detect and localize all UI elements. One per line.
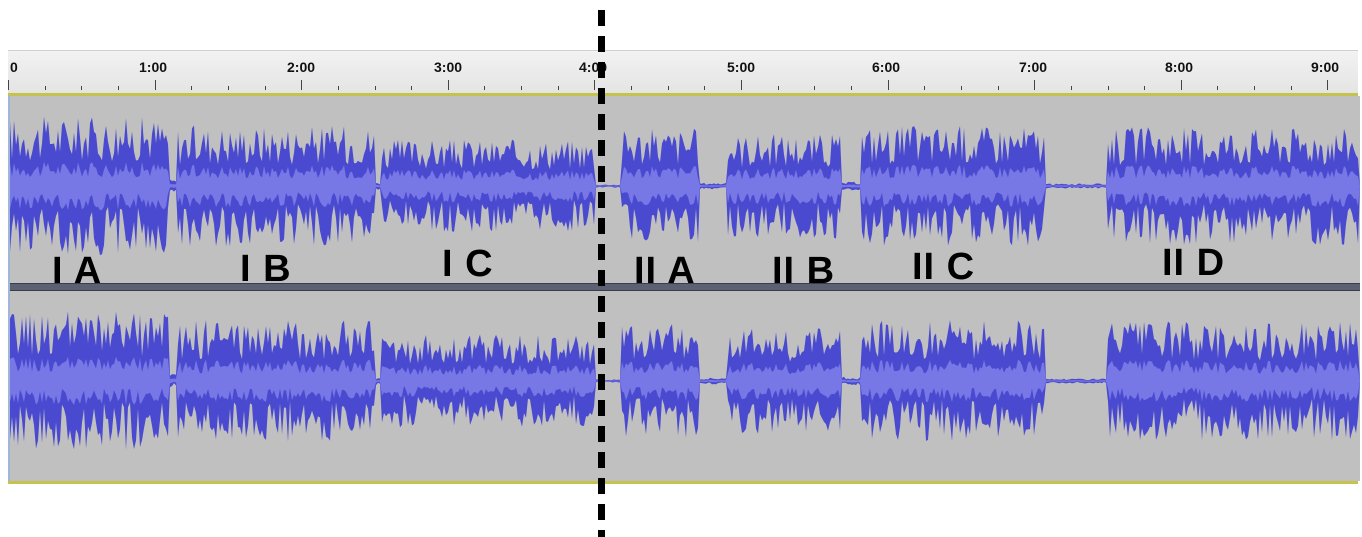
waveform-right-channel[interactable] xyxy=(10,291,1360,481)
ruler-tick xyxy=(594,80,596,90)
ruler-label-9-00: 9:00 xyxy=(1311,59,1340,75)
section-label-ii-a: II A xyxy=(634,250,696,292)
ruler-tick xyxy=(814,86,816,90)
ruler-label-1-00: 1:00 xyxy=(139,59,168,75)
ruler-tick xyxy=(411,86,413,90)
ruler-tick xyxy=(1290,86,1292,90)
ruler-tick xyxy=(374,86,376,90)
playhead-marker xyxy=(598,10,605,537)
ruler-tick xyxy=(81,86,83,90)
ruler-tick xyxy=(850,86,852,90)
ruler-label-5-00: 5:00 xyxy=(727,59,756,75)
ruler-tick xyxy=(1217,86,1219,90)
ruler-label-2-00: 2:00 xyxy=(287,59,316,75)
waveform-left-channel[interactable] xyxy=(10,96,1360,286)
ruler-label-7-00: 7:00 xyxy=(1019,59,1048,75)
ruler-tick xyxy=(337,86,339,90)
ruler-label-6-00: 6:00 xyxy=(872,59,901,75)
ruler-tick xyxy=(1327,80,1329,90)
section-label-i-c: I C xyxy=(442,243,494,285)
ruler-tick xyxy=(1180,80,1182,90)
ruler-label-8-00: 8:00 xyxy=(1165,59,1194,75)
ruler-label-3-00: 3:00 xyxy=(434,59,463,75)
ruler-tick xyxy=(521,86,523,90)
timeline-ruler[interactable]: 0 1:00 2:00 3:00 4:00 5:00 6:00 7:00 8:0… xyxy=(8,50,1358,94)
ruler-tick xyxy=(484,86,486,90)
ruler-tick xyxy=(704,86,706,90)
ruler-tick xyxy=(447,80,449,90)
track-bottom-border xyxy=(8,481,1358,484)
waveform-rms xyxy=(10,356,1360,406)
ruler-tick xyxy=(1144,86,1146,90)
ruler-tick xyxy=(117,86,119,90)
ruler-tick xyxy=(1107,86,1109,90)
ruler-tick xyxy=(1254,86,1256,90)
ruler-tick xyxy=(191,86,193,90)
ruler-tick xyxy=(741,80,742,90)
ruler-tick xyxy=(960,86,962,90)
ruler-tick xyxy=(924,86,926,90)
channel-separator xyxy=(10,283,1360,291)
section-label-ii-c: II C xyxy=(912,246,976,288)
ruler-tick xyxy=(1070,86,1072,90)
section-label-i-a: I A xyxy=(52,250,103,292)
waveform-rms xyxy=(10,161,1360,211)
ruler-tick xyxy=(887,80,889,90)
audio-track[interactable]: I A I B I C II A II B II C II D xyxy=(8,96,1360,481)
ruler-tick xyxy=(8,80,9,90)
ruler-tick xyxy=(631,86,633,90)
section-label-ii-d: II D xyxy=(1162,242,1226,284)
ruler-label-0: 0 xyxy=(10,59,18,75)
ruler-tick xyxy=(667,86,669,90)
section-label-i-b: I B xyxy=(240,248,292,290)
ruler-tick xyxy=(1034,80,1036,90)
ruler-tick xyxy=(557,86,559,90)
ruler-tick xyxy=(777,86,779,90)
ruler-tick xyxy=(997,86,999,90)
track-top-border xyxy=(8,93,1358,96)
ruler-tick xyxy=(301,80,303,90)
ruler-tick xyxy=(264,86,266,90)
ruler-tick xyxy=(154,80,156,90)
ruler-tick xyxy=(227,86,229,90)
section-label-ii-b: II B xyxy=(772,250,836,292)
ruler-tick xyxy=(44,86,46,90)
